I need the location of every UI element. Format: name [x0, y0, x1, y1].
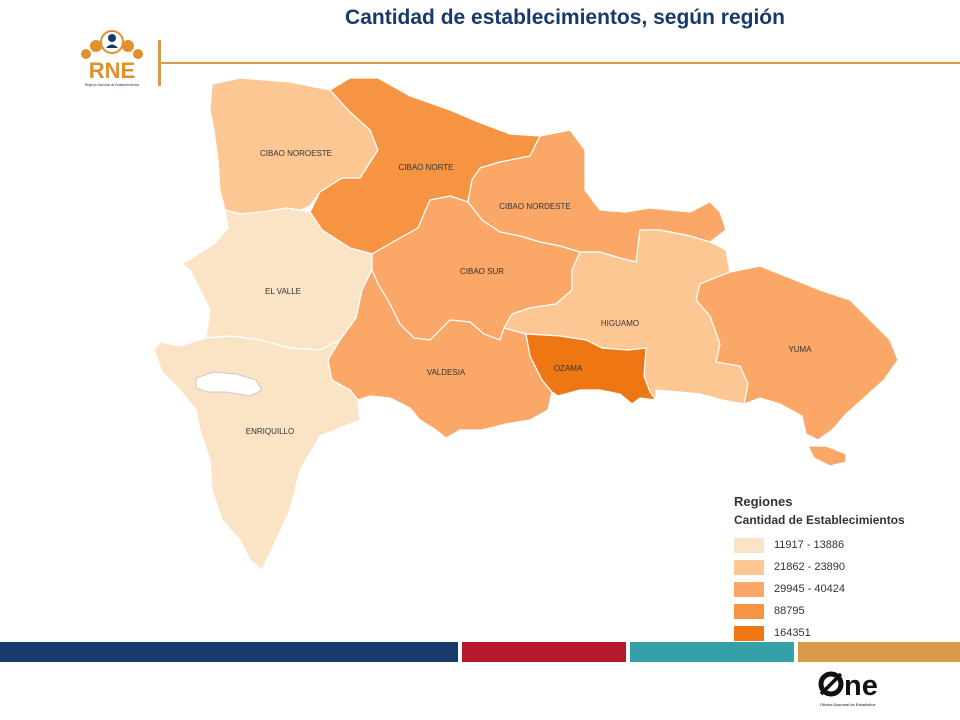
legend-label: 21862 - 23890 [774, 561, 845, 573]
legend-label: 11917 - 13886 [774, 539, 845, 551]
label-enriquillo: ENRIQUILLO [246, 427, 294, 436]
legend-item: 88795 [734, 601, 960, 621]
footer-bar-navy [0, 642, 458, 662]
region-ozama[interactable] [525, 333, 658, 405]
one-logo-subtitle: Oficina Nacional de Estadística [820, 702, 876, 707]
legend-label: 29945 - 40424 [774, 583, 845, 595]
legend-label: 164351 [774, 627, 811, 639]
region-yuma-saona [807, 445, 847, 467]
label-cibao-norte: CIBAO NORTE [399, 163, 454, 172]
label-valdesia: VALDESIA [427, 368, 466, 377]
footer-bar-teal [630, 642, 794, 662]
region-enriquillo[interactable] [153, 335, 361, 571]
one-logo-text: ne [844, 670, 878, 702]
legend-item: 11917 - 13886 [734, 535, 960, 555]
legend-item: 21862 - 23890 [734, 557, 960, 577]
legend-subtitle: Cantidad de Establecimientos [734, 513, 905, 527]
label-higuamo: HIGUAMO [601, 319, 639, 328]
footer-color-bars [0, 642, 960, 662]
legend-item: 164351 [734, 623, 960, 643]
footer-bar-orange [798, 642, 960, 662]
footer-bar-red [462, 642, 626, 662]
region-valdesia[interactable] [327, 268, 553, 439]
region-higuamo[interactable] [503, 229, 749, 405]
legend-title: Regiones [734, 494, 793, 509]
rne-logo-subtitle: Registro Nacional de Establecimientos [85, 83, 140, 87]
rne-logo: RNE Registro Nacional de Establecimiento… [81, 30, 143, 87]
map-legend: Regiones Cantidad de Establecimientos 11… [734, 494, 960, 644]
label-el-valle: EL VALLE [265, 287, 301, 296]
legend-swatch [734, 559, 764, 575]
legend-item: 29945 - 40424 [734, 579, 960, 599]
label-cibao-nordeste: CIBAO NORDESTE [499, 202, 571, 211]
lake-enriquillo [195, 371, 263, 397]
legend-label: 88795 [774, 605, 805, 617]
rne-logo-text: RNE [89, 58, 135, 83]
legend-swatch [734, 537, 764, 553]
label-yuma: YUMA [788, 345, 812, 354]
label-ozama: OZAMA [554, 364, 583, 373]
legend-swatch [734, 603, 764, 619]
page-title: Cantidad de establecimientos, según regi… [345, 6, 785, 29]
header-divider [160, 62, 960, 64]
label-cibao-sur: CIBAO SUR [460, 267, 504, 276]
header-divider-vertical [158, 40, 161, 86]
dominican-republic-map: CIBAO NOROESTE CIBAO NORTE CIBAO NORDEST… [153, 77, 899, 571]
one-logo: ne Oficina Nacional de Estadística [818, 670, 878, 707]
region-yuma[interactable] [695, 265, 899, 441]
label-cibao-noroeste: CIBAO NOROESTE [260, 149, 332, 158]
legend-swatch [734, 625, 764, 641]
legend-swatch [734, 581, 764, 597]
